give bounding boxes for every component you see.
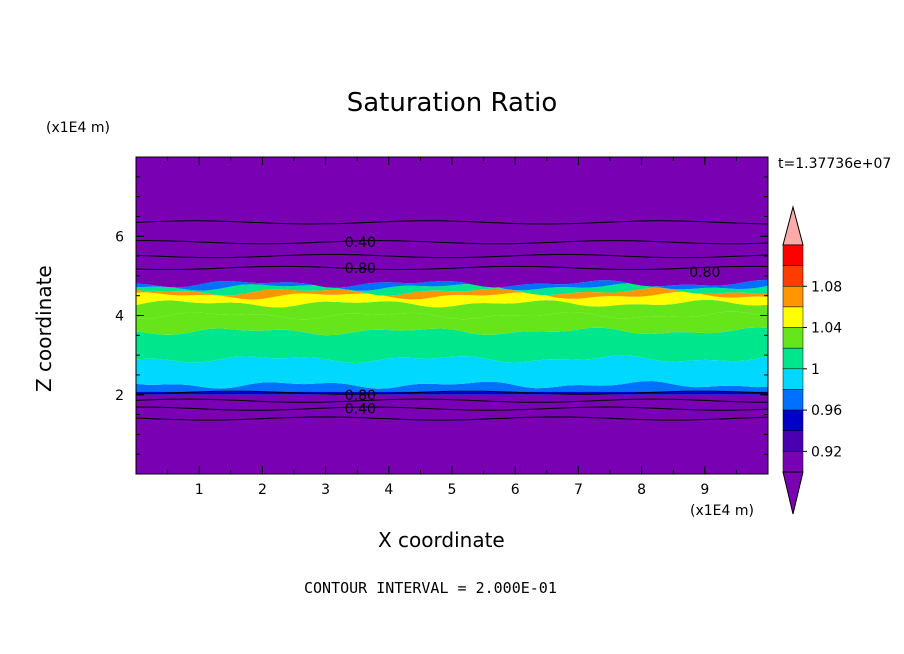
- colorbar-box: [782, 451, 804, 473]
- colorbar-under-triangle: [782, 471, 804, 515]
- colorbar-tick-label: 1: [811, 362, 820, 378]
- contour-interval-note: CONTOUR INTERVAL = 2.000E-01: [304, 579, 557, 597]
- contour-line: [136, 265, 768, 270]
- field-band: [136, 283, 768, 296]
- colorbar-over-triangle: [782, 205, 804, 246]
- colorbar-box: [782, 286, 804, 308]
- colorbar-tick-label: 0.96: [811, 403, 842, 419]
- contour-line: [136, 254, 768, 259]
- y-tick-label: 2: [115, 388, 124, 404]
- field-band: [136, 287, 768, 300]
- field-band: [136, 299, 768, 320]
- field-group: [136, 157, 768, 474]
- y-tick-label: 6: [115, 229, 124, 245]
- field-band: [136, 355, 768, 389]
- colorbar-box: [782, 368, 804, 390]
- colorbar-tick-label: 1.08: [811, 279, 842, 295]
- x-axis-label: X coordinate: [378, 528, 505, 552]
- colorbar-box: [782, 265, 804, 287]
- x-tick-label: 1: [195, 482, 204, 498]
- x-tick-label: 2: [258, 482, 267, 498]
- contour-line: [136, 220, 768, 225]
- contour-label: 0.80: [689, 265, 720, 281]
- x-tick-label: 5: [448, 482, 457, 498]
- colorbar-box: [782, 409, 804, 431]
- x-unit-label: (x1E4 m): [690, 503, 754, 519]
- colorbar-box: [782, 327, 804, 349]
- colorbar-box: [782, 347, 804, 370]
- field-band: [136, 381, 768, 392]
- contour-label: 0.40: [345, 402, 376, 418]
- x-tick-label: 3: [321, 482, 330, 498]
- y-tick-label: 4: [115, 309, 124, 325]
- x-tick-label: 4: [384, 482, 393, 498]
- contour-label: 0.40: [345, 235, 376, 251]
- contour-line: [136, 398, 768, 403]
- x-tick-label: 7: [574, 482, 583, 498]
- field-band: [136, 279, 768, 291]
- contour-label: 0.80: [345, 261, 376, 277]
- contour-line: [136, 240, 768, 245]
- contour-line: [136, 416, 768, 421]
- field-band: [136, 327, 768, 363]
- colorbar-tick-label: 1.04: [811, 321, 842, 337]
- colorbar-box: [782, 389, 804, 411]
- x-tick-label: 6: [511, 482, 520, 498]
- field-band: [136, 394, 768, 474]
- colorbar-box: [782, 244, 804, 266]
- colorbar-box: [782, 306, 804, 328]
- y-axis-label: Z coordinate: [32, 265, 56, 392]
- chart-title: Saturation Ratio: [346, 88, 558, 118]
- time-label: t=1.37736e+07: [778, 156, 892, 172]
- colorbar-tick-label: 0.92: [811, 444, 842, 460]
- colorbar-box: [782, 430, 804, 452]
- contour-line: [136, 406, 768, 411]
- x-tick-label: 9: [700, 482, 709, 498]
- contour-line: [136, 390, 768, 395]
- field-band: [136, 291, 768, 308]
- y-unit-label: (x1E4 m): [46, 120, 110, 136]
- x-tick-label: 8: [637, 482, 646, 498]
- contour-label: 0.80: [345, 388, 376, 404]
